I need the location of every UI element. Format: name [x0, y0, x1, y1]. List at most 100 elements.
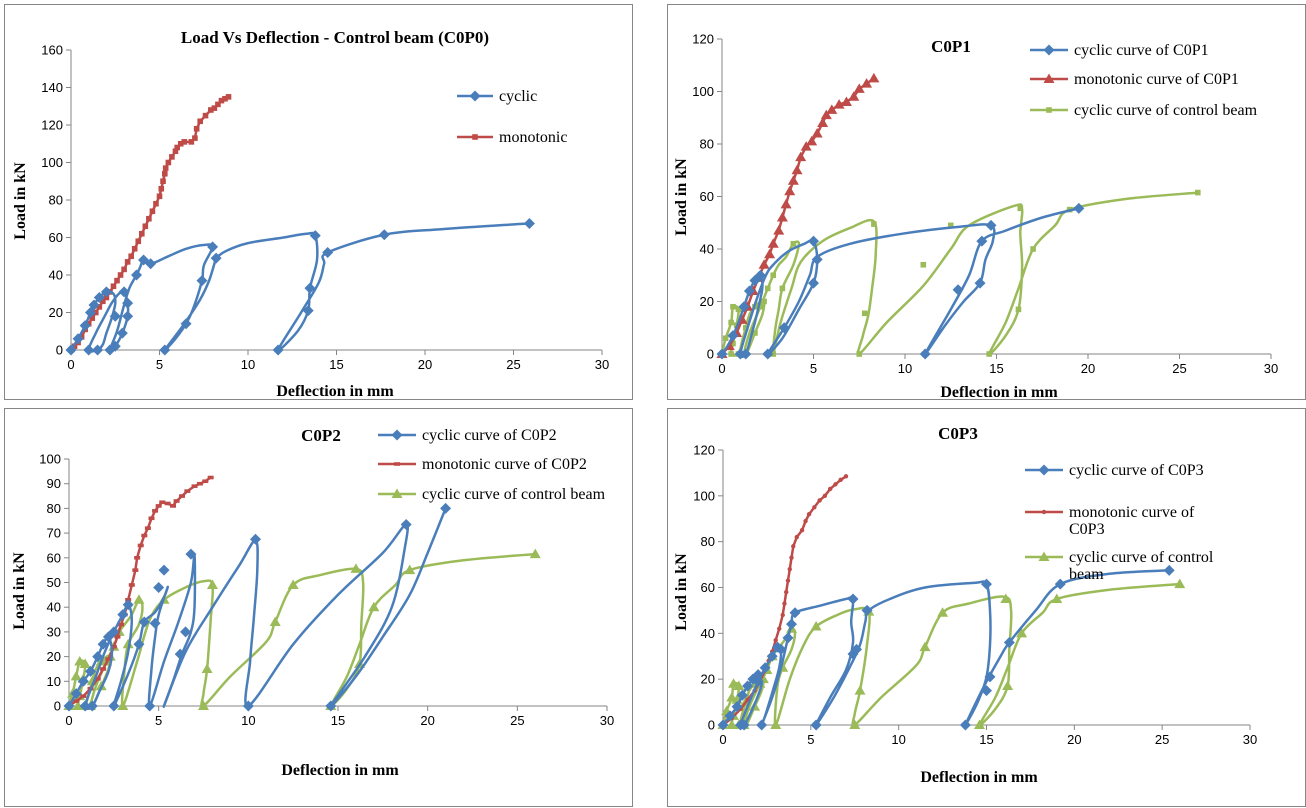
- chart-title: C0P1: [931, 37, 971, 56]
- data-point: [92, 344, 104, 356]
- data-point: [871, 221, 877, 227]
- y-tick-label: 80: [700, 137, 714, 152]
- y-tick-label: 20: [47, 649, 61, 664]
- data-point: [174, 648, 186, 660]
- data-point: [269, 616, 281, 627]
- data-point: [826, 104, 838, 114]
- data-point: [811, 254, 823, 265]
- data-point: [105, 657, 112, 661]
- data-point: [192, 135, 198, 141]
- data-point: [810, 719, 822, 731]
- data-point: [1000, 593, 1012, 603]
- y-tick-label: 160: [41, 43, 63, 58]
- data-point: [851, 643, 863, 655]
- y-tick-label: 30: [47, 624, 61, 639]
- data-point: [215, 101, 221, 108]
- data-point: [766, 650, 778, 662]
- y-tick-label: 100: [693, 488, 715, 503]
- legend-marker: [391, 429, 403, 441]
- data-point: [122, 599, 134, 611]
- y-tick-label: 10: [47, 674, 61, 689]
- data-point: [88, 299, 100, 311]
- data-point: [808, 235, 819, 247]
- chart-title: C0P3: [938, 424, 978, 443]
- data-point: [752, 669, 764, 681]
- data-point: [849, 719, 861, 729]
- x-tick-label: 20: [420, 713, 434, 728]
- data-point: [400, 518, 412, 530]
- legend-marker: [1038, 464, 1050, 476]
- data-point: [752, 675, 764, 687]
- x-tick-label: 30: [600, 713, 614, 728]
- chart-svg: 0 20 40 60 80 100 120 0 5 10 15 20 25 30 C0P3 Deflectio…: [673, 424, 1257, 786]
- data-point: [1003, 637, 1015, 648]
- data-point: [791, 544, 796, 549]
- data-point: [206, 579, 218, 589]
- data-point: [764, 248, 776, 259]
- data-point: [197, 118, 204, 125]
- data-point: [133, 594, 145, 604]
- data-point: [773, 225, 785, 235]
- data-point: [827, 486, 833, 492]
- data-point: [775, 643, 787, 655]
- data-point: [79, 700, 91, 712]
- data-point: [153, 200, 159, 207]
- data-point: [731, 701, 743, 713]
- data-point: [149, 208, 156, 215]
- data-point: [787, 566, 792, 572]
- data-point: [100, 298, 106, 305]
- y-tick-label: 90: [47, 476, 61, 491]
- data-point: [759, 662, 771, 674]
- data-point: [160, 178, 166, 185]
- data-point: [148, 516, 155, 521]
- legend-marker: [1043, 73, 1055, 83]
- data-point: [180, 318, 192, 330]
- data-point: [191, 484, 198, 488]
- x-tick-label: 0: [67, 357, 74, 372]
- data-point: [789, 555, 794, 560]
- data-point: [754, 269, 766, 281]
- data-point: [180, 626, 192, 638]
- x-tick-label: 25: [506, 357, 520, 372]
- data-point: [164, 501, 171, 506]
- data-point: [734, 348, 746, 360]
- data-point: [726, 719, 738, 729]
- x-tick-label: 0: [718, 361, 725, 376]
- data-point: [325, 700, 337, 712]
- data-point: [188, 139, 195, 145]
- y-tick-label: 60: [49, 230, 63, 245]
- data-point: [108, 626, 120, 638]
- data-point: [722, 335, 729, 342]
- chart-panel-c0p0: 0 20 40 60 80 100 120 140 160 0 5 10 15 20 25 30 Load Vs…: [4, 4, 633, 400]
- data-point: [118, 286, 130, 298]
- data-point: [919, 641, 931, 652]
- data-point: [287, 579, 299, 589]
- data-point: [63, 700, 75, 712]
- data-point: [302, 305, 314, 317]
- x-tick-label: 5: [810, 361, 817, 376]
- data-point: [984, 671, 996, 683]
- data-point: [778, 322, 790, 334]
- data-point: [742, 324, 749, 331]
- data-point: [762, 348, 774, 360]
- legend-label: cyclic curve of control: [1069, 549, 1214, 566]
- data-point: [752, 330, 758, 336]
- data-point: [222, 95, 228, 102]
- data-point: [198, 700, 209, 710]
- legend-marker: [472, 134, 478, 140]
- y-tick-label: 0: [54, 699, 61, 714]
- data-point: [122, 638, 134, 649]
- data-point: [1174, 578, 1186, 589]
- y-tick-label: 0: [56, 343, 63, 358]
- data-point: [211, 105, 218, 111]
- data-point: [196, 275, 208, 287]
- x-tick-label: 5: [155, 713, 162, 728]
- data-point: [117, 700, 129, 710]
- data-point: [861, 604, 873, 616]
- data-point: [1163, 564, 1175, 576]
- data-point: [77, 675, 89, 687]
- data-point: [162, 170, 168, 177]
- data-point: [134, 556, 141, 560]
- data-point: [94, 677, 101, 681]
- data-point: [109, 340, 121, 352]
